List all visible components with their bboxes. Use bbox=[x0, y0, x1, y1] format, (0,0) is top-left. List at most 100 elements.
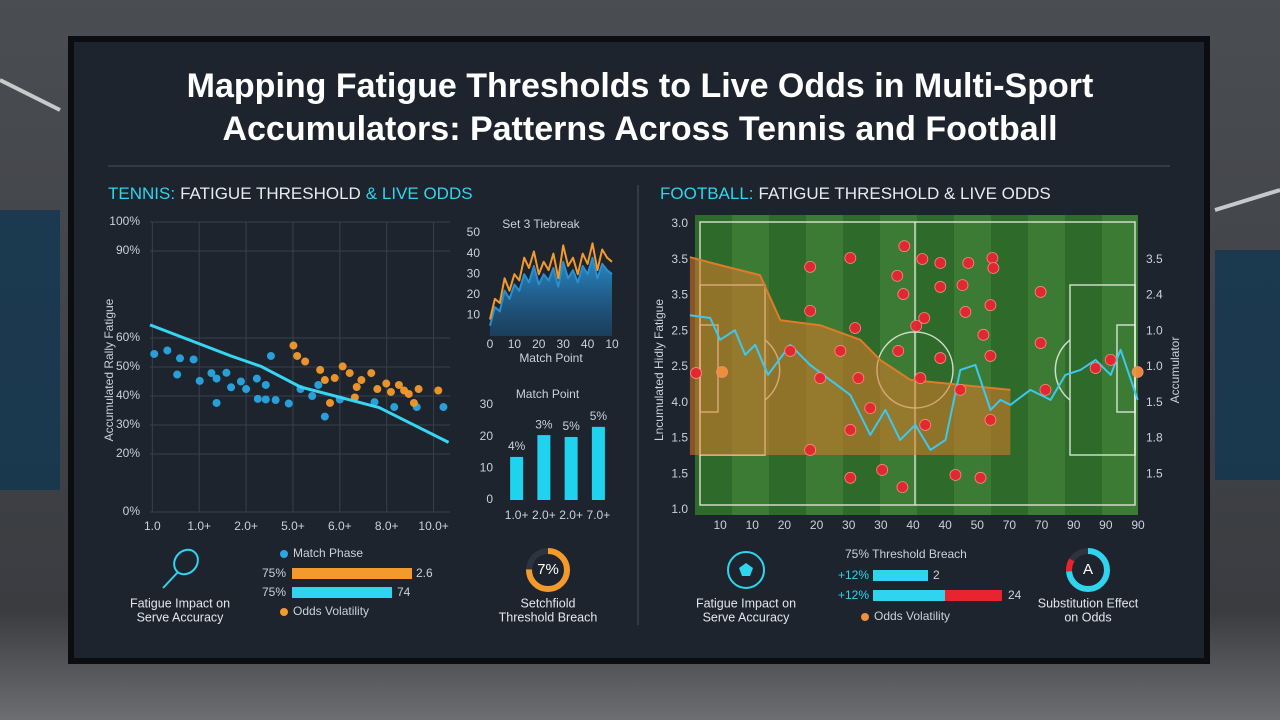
x-tick-label: 2.0+ bbox=[234, 519, 258, 533]
point bbox=[814, 372, 827, 384]
bar bbox=[564, 436, 578, 500]
x-tick-label: 30 bbox=[874, 518, 888, 532]
bar-annotation: 5% bbox=[590, 409, 608, 423]
point bbox=[864, 402, 877, 415]
bar bbox=[537, 435, 551, 500]
point bbox=[916, 253, 929, 265]
line bbox=[689, 314, 1139, 451]
point bbox=[330, 374, 339, 383]
point bbox=[367, 369, 376, 378]
caption: Substitution Effect bbox=[1038, 596, 1139, 610]
point bbox=[954, 383, 967, 396]
x-tick-label: 7.0+ bbox=[587, 508, 611, 522]
bar-label: 75% bbox=[262, 585, 286, 599]
point bbox=[242, 385, 251, 394]
y2-tick-label: 3.5 bbox=[1146, 252, 1163, 266]
point bbox=[293, 351, 302, 360]
side-screen bbox=[1215, 250, 1280, 480]
heading-accent: FOOTBALL: bbox=[660, 184, 754, 203]
point bbox=[338, 362, 347, 371]
point bbox=[974, 471, 987, 484]
point bbox=[253, 394, 262, 403]
x-tick-label: 70 bbox=[1035, 518, 1049, 532]
point bbox=[844, 424, 857, 436]
point bbox=[919, 419, 932, 431]
side-screen bbox=[0, 210, 60, 490]
y2-tick-label: 1.0 bbox=[1146, 323, 1163, 337]
donut-arc bbox=[1066, 548, 1110, 592]
point bbox=[176, 354, 184, 363]
point bbox=[977, 328, 990, 341]
tennis-widgets: Fatigue Impact on Serve Accuracy Match P… bbox=[130, 546, 598, 624]
y2-tick-label: 1.5 bbox=[1146, 395, 1163, 409]
point bbox=[910, 319, 923, 332]
x-tick-label: 2.0+ bbox=[532, 508, 556, 522]
legend-dot bbox=[861, 613, 869, 621]
line bbox=[489, 242, 613, 320]
donut-arc bbox=[1066, 548, 1110, 592]
area-line bbox=[689, 256, 1011, 391]
point bbox=[386, 387, 395, 396]
x-axis-label: Match Point bbox=[519, 351, 583, 365]
x-tick-label: 10 bbox=[605, 337, 619, 351]
point bbox=[284, 399, 293, 408]
y-tick-label: 10 bbox=[467, 308, 481, 322]
point bbox=[1034, 337, 1047, 349]
point bbox=[849, 322, 862, 334]
y-tick-label: 3.0 bbox=[671, 216, 688, 230]
point bbox=[984, 299, 997, 312]
point bbox=[308, 392, 317, 400]
y-tick-label: 100% bbox=[109, 214, 140, 228]
y-tick-label: 20 bbox=[480, 429, 494, 443]
caption: Threshold Breach bbox=[499, 610, 598, 624]
x-tick-label: 90 bbox=[1099, 518, 1113, 532]
y-tick-label: 0 bbox=[486, 492, 493, 506]
point bbox=[266, 351, 275, 360]
y-tick-label: 1.5 bbox=[671, 431, 688, 445]
x-tick-label: 90 bbox=[1067, 518, 1081, 532]
bar bbox=[292, 568, 412, 579]
point bbox=[876, 464, 889, 476]
y-axis-label: Accumulated Rally Fatigue bbox=[102, 298, 116, 441]
legend-dot bbox=[280, 608, 288, 616]
point bbox=[891, 269, 904, 282]
point bbox=[784, 345, 797, 357]
point bbox=[959, 306, 972, 318]
point bbox=[404, 389, 413, 398]
point bbox=[987, 262, 1000, 274]
chart-title: Match Point bbox=[516, 387, 580, 401]
point bbox=[804, 444, 817, 456]
point bbox=[834, 345, 847, 357]
x-tick-label: 20 bbox=[532, 337, 546, 351]
legend-label: Odds Volatility bbox=[293, 604, 369, 618]
donut-value: 7% bbox=[537, 561, 559, 578]
panel-heading: FOOTBALL: FATIGUE THRESHOLD & LIVE ODDS bbox=[660, 184, 1051, 203]
chart-title: Set 3 Tiebreak bbox=[502, 217, 580, 231]
y-tick-label: 1.5 bbox=[671, 466, 688, 480]
point bbox=[934, 257, 947, 269]
panel-heading: TENNIS: FATIGUE THRESHOLD & LIVE ODDS bbox=[108, 184, 473, 203]
x-tick-label: 40 bbox=[938, 518, 952, 532]
y-tick-label: 20 bbox=[467, 287, 481, 301]
legend-dot bbox=[280, 550, 288, 558]
bar-label: +12% bbox=[838, 588, 869, 602]
y-tick-label: 2.5 bbox=[671, 323, 688, 337]
line bbox=[149, 323, 450, 444]
y-tick-label: 30% bbox=[116, 417, 140, 431]
point bbox=[986, 252, 999, 264]
point bbox=[227, 383, 236, 392]
point bbox=[394, 380, 403, 389]
title: Mapping Fatigue Thresholds to Live Odds … bbox=[187, 67, 1094, 105]
bar-value: 24 bbox=[1008, 588, 1022, 602]
y-tick-label: 40 bbox=[467, 246, 481, 260]
x-tick-label: 8.0+ bbox=[375, 519, 399, 533]
racket-icon bbox=[162, 548, 199, 589]
heading-accent: & LIVE ODDS bbox=[366, 184, 473, 203]
point bbox=[409, 398, 418, 407]
point bbox=[439, 403, 448, 412]
x-tick-label: 90 bbox=[1131, 518, 1145, 532]
y-tick-label: 90% bbox=[116, 243, 140, 257]
point bbox=[896, 481, 909, 494]
x-tick-label: 10 bbox=[746, 518, 760, 532]
